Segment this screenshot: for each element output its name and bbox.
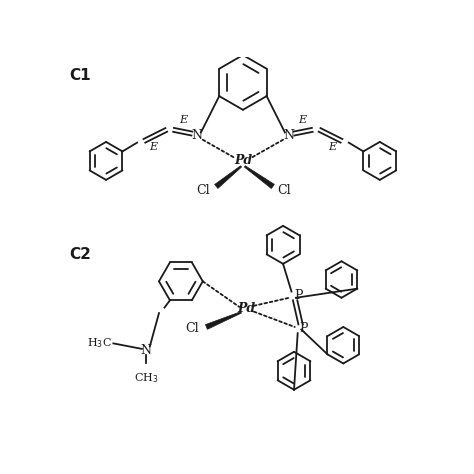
Polygon shape (205, 312, 241, 329)
Text: CH$_3$: CH$_3$ (134, 371, 158, 384)
Text: N: N (192, 129, 203, 142)
Polygon shape (215, 166, 242, 189)
Text: C1: C1 (70, 68, 91, 83)
Text: P: P (300, 322, 308, 335)
Text: E: E (298, 115, 306, 125)
Text: N: N (283, 129, 294, 142)
Text: E: E (328, 142, 337, 152)
Text: N: N (141, 344, 152, 357)
Text: E: E (180, 115, 188, 125)
Text: Pd: Pd (237, 302, 255, 315)
Text: Cl: Cl (278, 183, 291, 197)
Polygon shape (244, 166, 274, 189)
Text: P: P (294, 290, 302, 302)
Text: Cl: Cl (185, 322, 199, 335)
Text: E: E (149, 142, 157, 152)
Text: Pd: Pd (234, 155, 252, 167)
Text: Cl: Cl (196, 183, 210, 197)
Text: C2: C2 (70, 246, 91, 262)
Text: H$_3$C: H$_3$C (87, 337, 111, 350)
